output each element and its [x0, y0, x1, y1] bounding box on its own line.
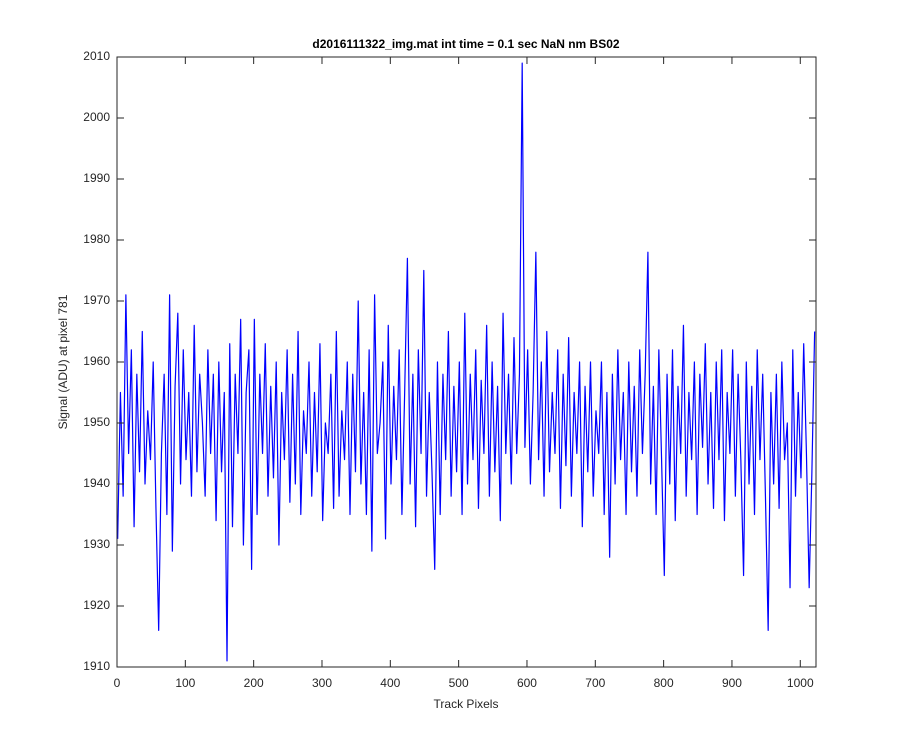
y-tick-label: 1980 — [83, 232, 110, 246]
y-tick-label: 1930 — [83, 537, 110, 551]
y-tick-label: 1950 — [83, 415, 110, 429]
y-tick-label: 2000 — [83, 110, 110, 124]
x-tick-label: 900 — [722, 676, 742, 690]
x-tick-label: 500 — [449, 676, 469, 690]
x-tick-label: 600 — [517, 676, 537, 690]
y-axis-label: Signal (ADU) at pixel 781 — [56, 294, 70, 429]
x-tick-label: 0 — [114, 676, 121, 690]
y-tick-label: 1960 — [83, 354, 110, 368]
x-tick-label: 700 — [585, 676, 605, 690]
x-tick-label: 300 — [312, 676, 332, 690]
y-tick-label: 1910 — [83, 659, 110, 673]
x-axis-label: Track Pixels — [434, 697, 499, 711]
x-tick-label: 1000 — [787, 676, 814, 690]
y-tick-label: 2010 — [83, 49, 110, 63]
chart-title: d2016111322_img.mat int time = 0.1 sec N… — [312, 37, 619, 51]
x-tick-label: 200 — [244, 676, 264, 690]
y-tick-label: 1920 — [83, 598, 110, 612]
y-tick-label: 1940 — [83, 476, 110, 490]
x-tick-label: 100 — [175, 676, 195, 690]
x-tick-label: 400 — [380, 676, 400, 690]
y-tick-label: 1970 — [83, 293, 110, 307]
data-line — [117, 62, 816, 662]
y-tick-label: 1990 — [83, 171, 110, 185]
x-tick-label: 800 — [654, 676, 674, 690]
